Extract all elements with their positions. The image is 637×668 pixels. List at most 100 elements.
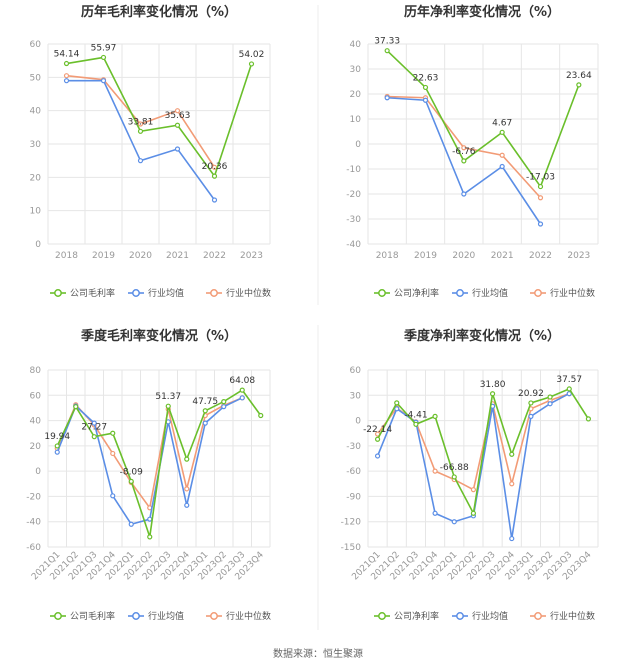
data-label: -66.88 <box>440 463 469 473</box>
legend-swatch-marker <box>54 612 62 620</box>
series-line-industry_avg <box>66 79 216 201</box>
legend-entry-label: 行业中位数 <box>550 287 595 299</box>
y-tick-label: 60 <box>350 366 362 376</box>
data-label: -4.41 <box>404 410 427 420</box>
data-point-industry_median <box>537 195 544 201</box>
legend-entry-label: 行业中位数 <box>226 610 271 622</box>
data-point-company <box>528 400 534 406</box>
data-label: 4.67 <box>492 118 512 128</box>
y-tick-label: -30 <box>346 442 361 452</box>
y-tick-label: -150 <box>341 543 362 553</box>
data-point-industry_avg <box>374 453 381 459</box>
y-tick-label: -90 <box>346 492 361 502</box>
legend-swatch-marker <box>210 289 218 297</box>
data-point-industry_avg <box>432 510 438 516</box>
data-point-company <box>432 413 438 419</box>
data-label: 31.80 <box>480 380 506 390</box>
y-tick-label: 20 <box>350 90 362 100</box>
data-point-company <box>489 391 496 397</box>
legend-entry-label: 行业中位数 <box>550 610 595 622</box>
data-label: 33.81 <box>128 117 154 127</box>
legend-entry-label: 行业均值 <box>148 610 184 622</box>
data-label: 37.33 <box>374 37 400 47</box>
y-tick-label: 20 <box>30 442 42 452</box>
legend-swatch-marker <box>534 289 542 297</box>
chart-title: 季度毛利率变化情况（%） <box>80 328 237 344</box>
y-tick-label: -120 <box>341 518 362 528</box>
legend-swatch-marker <box>54 289 62 297</box>
data-point-company <box>537 183 544 190</box>
data-point-company <box>585 416 592 422</box>
data-label: 54.02 <box>239 50 265 60</box>
x-tick-label: 2021 <box>491 251 514 261</box>
data-point-industry_median <box>499 152 505 158</box>
data-point-company <box>137 128 144 134</box>
y-tick-label: 10 <box>30 207 42 217</box>
data-label: -22.14 <box>363 425 392 435</box>
data-point-company <box>258 412 264 419</box>
chart-panel-2: 历年净利率变化情况（%） -40 -30 -20 -10 0 10 20 30 40 2018 201… <box>346 4 599 299</box>
legend-entry-label: 公司毛利率 <box>70 287 115 299</box>
data-point-industry_avg <box>528 413 534 419</box>
y-tick-label: 30 <box>350 65 362 75</box>
data-label: 19.94 <box>44 432 70 442</box>
y-tick-label: 60 <box>30 40 42 50</box>
y-tick-label: 0 <box>35 240 41 250</box>
x-tick-label: 2018 <box>376 251 399 261</box>
data-label: 27.27 <box>81 423 107 433</box>
data-label: 47.75 <box>192 397 218 407</box>
y-tick-label: 10 <box>350 115 362 125</box>
legend-entry-label: 行业均值 <box>472 287 508 299</box>
chart-panel-4: 季度净利率变化情况（%）-150-120-90-60-30030602021Q1… <box>341 328 599 622</box>
y-tick-label: -60 <box>26 543 41 553</box>
legend-entry-label: 行业中位数 <box>226 287 271 299</box>
data-point-industry_avg <box>422 97 429 103</box>
data-point-company <box>165 403 171 409</box>
data-point-company <box>239 387 245 393</box>
data-point-company <box>128 478 134 484</box>
y-tick-label: -30 <box>346 215 361 225</box>
data-point-company <box>413 421 419 427</box>
data-label: 54.14 <box>54 50 80 60</box>
data-point-company <box>451 474 457 480</box>
data-label: 64.08 <box>229 376 255 386</box>
data-point-industry_avg <box>128 521 134 527</box>
data-point-industry_avg <box>509 535 515 542</box>
data-label: 20.92 <box>518 389 544 399</box>
x-tick-label: 2019 <box>414 251 437 261</box>
data-point-industry_median <box>184 486 190 492</box>
data-point-industry_median <box>174 108 181 114</box>
y-tick-label: 30 <box>30 140 42 150</box>
data-label: 22.63 <box>413 73 439 83</box>
x-tick-label: 2021 <box>166 251 189 261</box>
series-line-company <box>66 56 253 178</box>
data-point-industry_avg <box>499 163 505 170</box>
y-tick-label: -40 <box>26 518 41 528</box>
data-point-industry_avg <box>394 406 400 412</box>
data-point-industry_avg <box>566 391 572 397</box>
data-point-industry_median <box>432 468 438 474</box>
data-point-industry_median <box>63 73 70 79</box>
chart-title: 历年净利率变化情况（%） <box>404 4 560 20</box>
x-tick-label: 2018 <box>55 251 78 261</box>
data-point-industry_avg <box>174 146 181 152</box>
data-point-industry_avg <box>100 78 107 84</box>
legend-swatch-marker <box>210 612 218 620</box>
legend-swatch-marker <box>132 289 140 297</box>
y-tick-label: 50 <box>30 73 42 83</box>
data-point-industry_avg <box>461 191 467 197</box>
data-point-company <box>73 404 79 410</box>
legend-entry-label: 公司毛利率 <box>70 610 115 622</box>
data-label: 55.97 <box>91 43 117 53</box>
data-point-company <box>63 60 70 67</box>
data-source-label: 数据来源：恒生聚源 <box>273 647 363 660</box>
data-point-industry_avg <box>211 197 218 203</box>
legend-swatch-marker <box>456 289 464 297</box>
legend-swatch-marker <box>132 612 140 620</box>
y-tick-label: 40 <box>30 417 42 427</box>
data-point-company <box>147 534 153 540</box>
data-point-company <box>54 443 60 449</box>
data-point-industry_median <box>211 164 218 170</box>
chart-panel-3: 季度毛利率变化情况（%）-60-40-200204060802021Q12021… <box>26 328 271 622</box>
